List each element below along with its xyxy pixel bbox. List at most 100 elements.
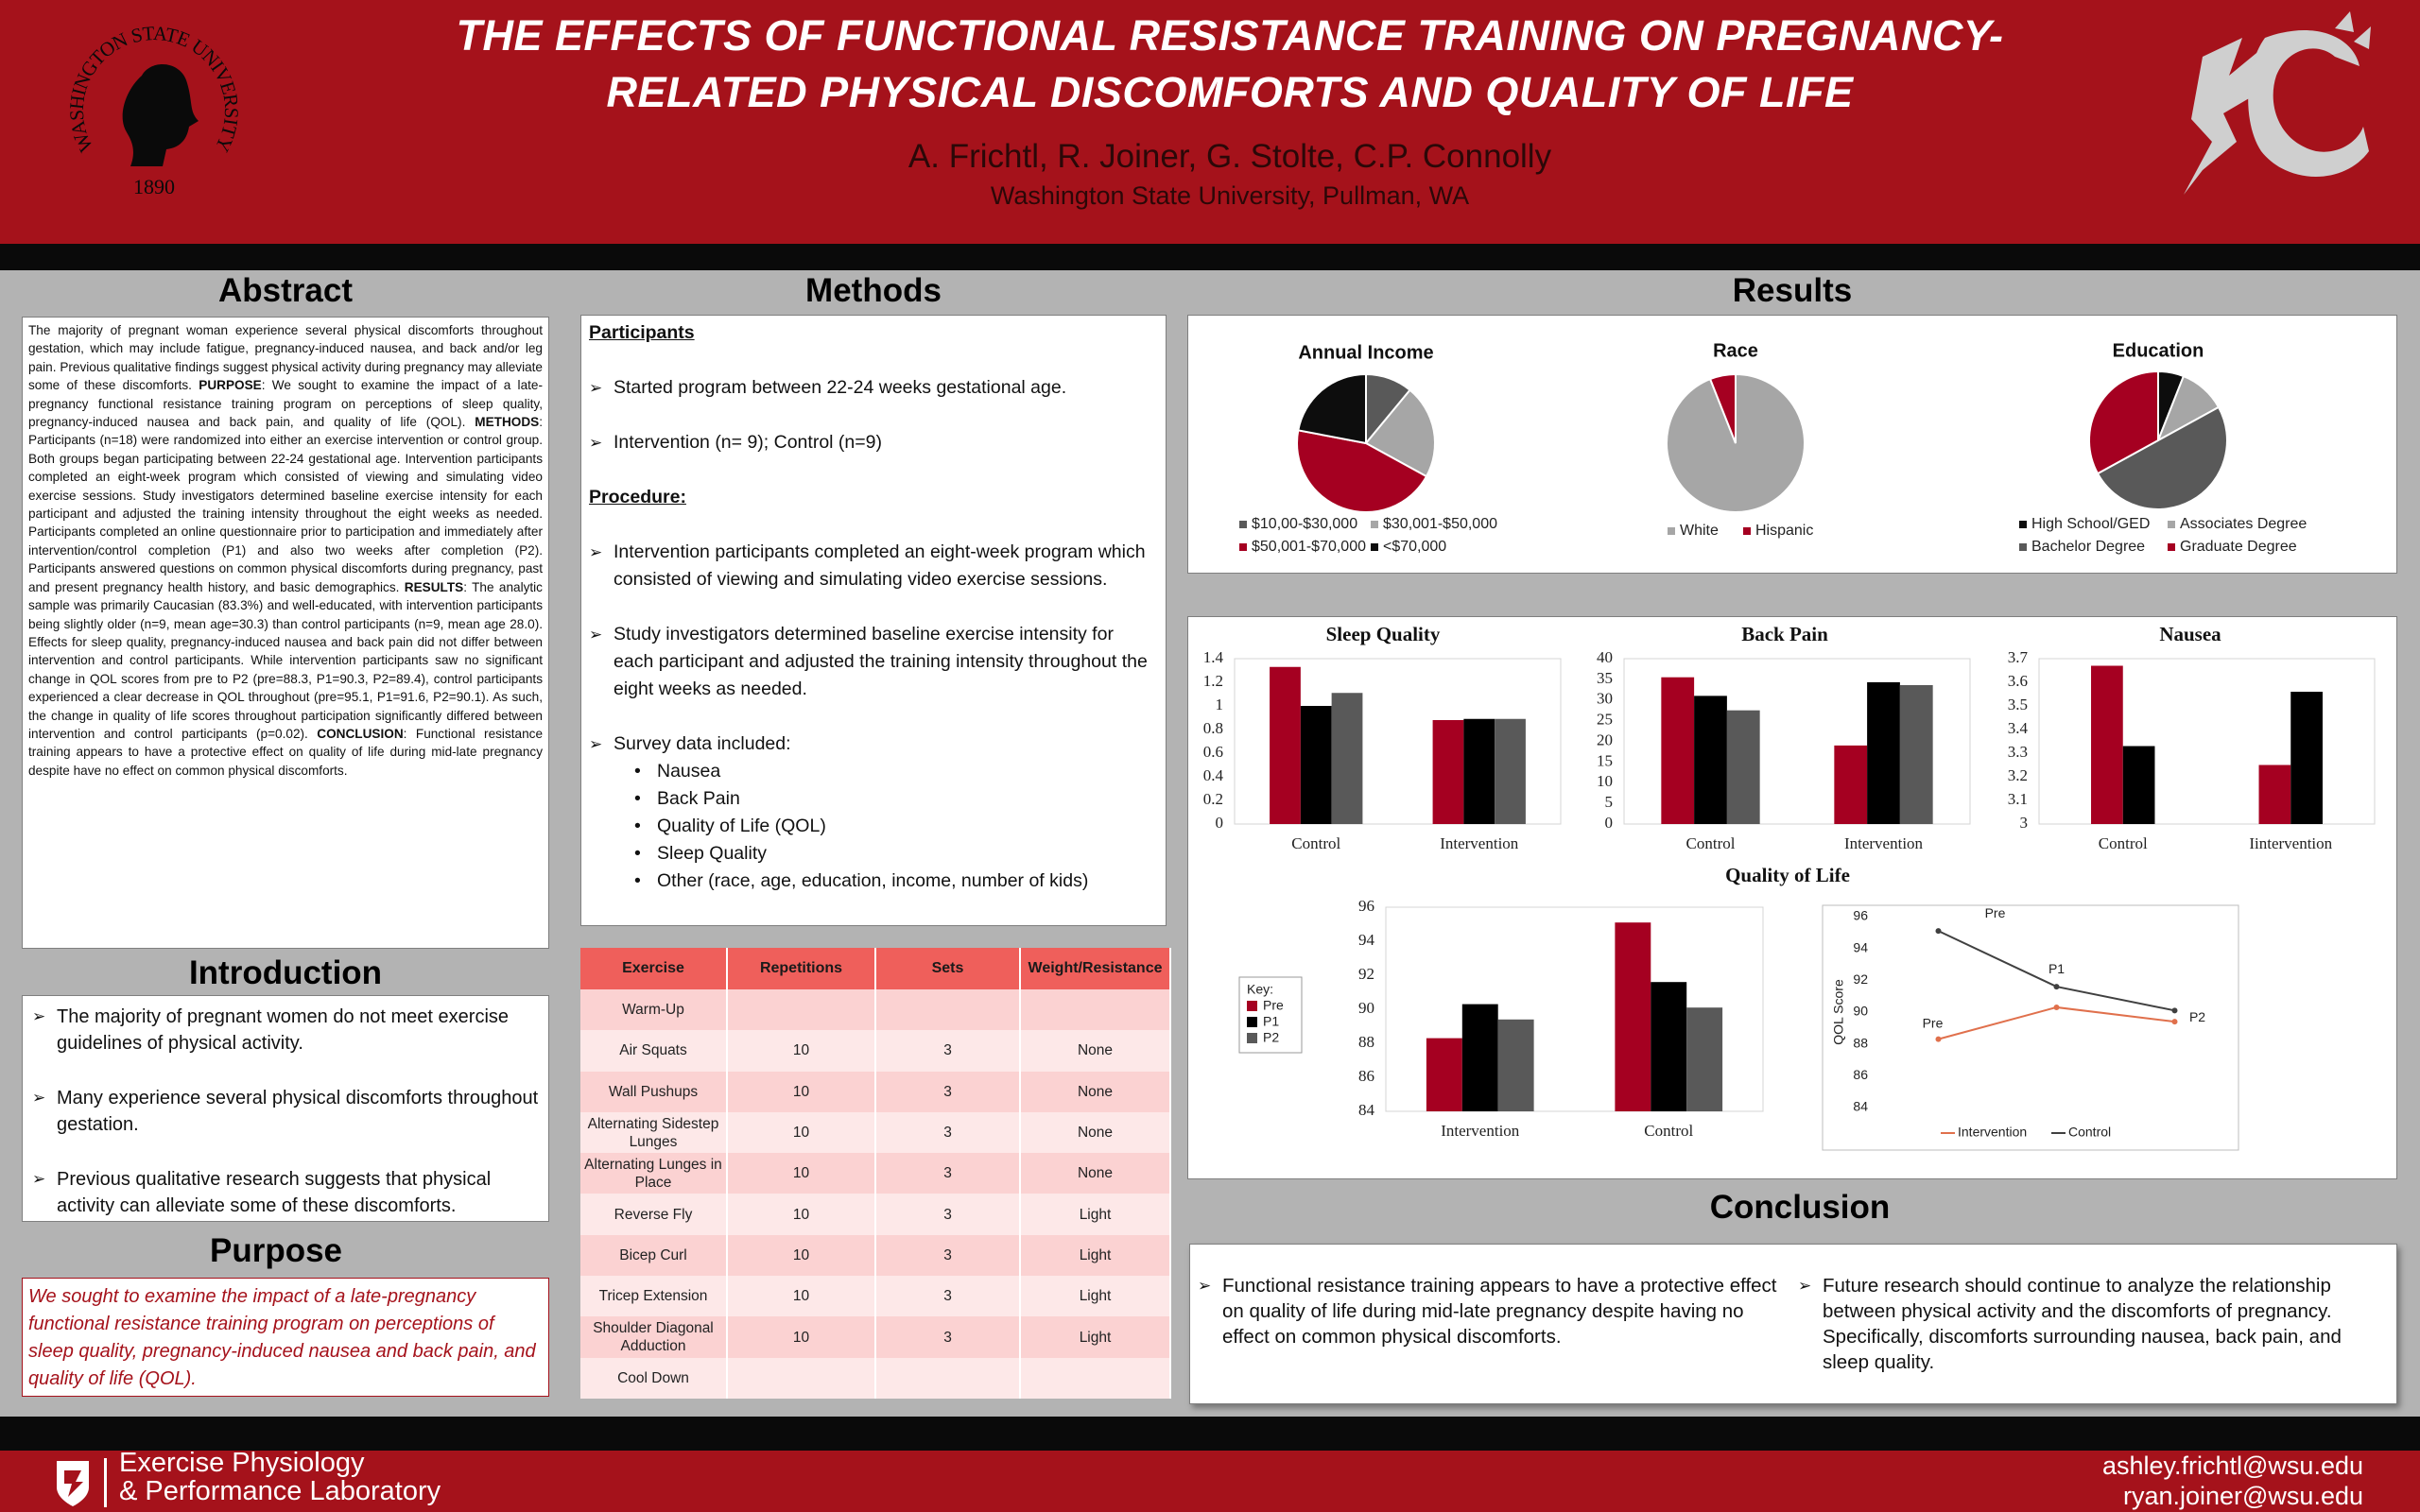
seal-year: 1890 bbox=[133, 175, 175, 198]
section-title: Introduction bbox=[188, 954, 383, 991]
table-cell: None bbox=[1020, 1071, 1171, 1112]
university-seal: WASHINGTON STATE UNIVERSITY 1890 bbox=[65, 22, 244, 198]
header-cell: Repetitions bbox=[727, 948, 876, 989]
bar bbox=[1270, 666, 1301, 824]
y-tick-label: 96 bbox=[1358, 897, 1374, 915]
y-tick-label: 3.7 bbox=[2008, 648, 2029, 666]
y-tick-label: 92 bbox=[1358, 965, 1374, 983]
abstract-box: The majority of pregnant woman experienc… bbox=[22, 317, 549, 949]
header-cell: Exercise bbox=[580, 948, 728, 989]
table-cell: 10 bbox=[727, 1111, 876, 1154]
header-cell: Sets bbox=[875, 948, 1021, 989]
bullet: Study investigators determined baseline … bbox=[589, 621, 1158, 703]
table-row: Wall Pushups 10 3 None bbox=[580, 1071, 1171, 1112]
legend-label: Graduate Degree bbox=[2180, 539, 2297, 555]
y-tick-label: 35 bbox=[1597, 669, 1613, 687]
y-tick-label: 0 bbox=[1605, 814, 1614, 832]
bar bbox=[1726, 710, 1760, 824]
section-title: Conclusion bbox=[1709, 1189, 1891, 1226]
y-tick-label: 10 bbox=[1597, 772, 1613, 790]
chart-title: Education bbox=[2113, 340, 2204, 361]
y-tick-label: 1.4 bbox=[1203, 648, 1224, 666]
bar bbox=[1461, 1004, 1498, 1111]
plot-area bbox=[1623, 658, 1971, 825]
lab-name: Exercise Physiology & Performance Labora… bbox=[119, 1449, 441, 1505]
table-row: Shoulder Diagonal Adduction 10 3 Light bbox=[580, 1316, 1171, 1358]
y-tick-label: 86 bbox=[1358, 1067, 1374, 1085]
authors: A. Frichtl, R. Joiner, G. Stolte, C.P. C… bbox=[908, 138, 1552, 175]
legend-swatch bbox=[1371, 543, 1378, 551]
legend-swatch bbox=[2019, 521, 2027, 528]
poster-title: RELATED PHYSICAL DISCOMFORTS AND QUALITY… bbox=[606, 68, 1854, 116]
abstract-text: : Functional resistance training appears… bbox=[28, 726, 544, 778]
table-cell: 3 bbox=[875, 1234, 1021, 1277]
introduction-box: The majority of pregnant women do not me… bbox=[22, 995, 549, 1222]
legend-label: Intervention bbox=[1958, 1125, 2027, 1140]
y-tick-label: 25 bbox=[1597, 711, 1613, 729]
bar bbox=[1694, 696, 1727, 824]
table-cell bbox=[1020, 989, 1171, 1031]
plot-area bbox=[1234, 658, 1562, 825]
abstract-label: RESULTS bbox=[404, 579, 464, 594]
pie-slice bbox=[1708, 372, 1737, 444]
x-tick-label: Control bbox=[1686, 834, 1736, 852]
legend-label: P1 bbox=[1263, 1014, 1279, 1029]
sub-bullet: Quality of Life (QOL) bbox=[589, 813, 1158, 840]
sub-bullet: Sleep Quality bbox=[589, 840, 1158, 868]
legend-label: $50,001-$70,000 bbox=[1252, 539, 1366, 555]
abstract-text: : Participants (n=18) were randomized in… bbox=[28, 415, 543, 594]
bar bbox=[1651, 982, 1687, 1111]
table-cell: Light bbox=[1020, 1194, 1171, 1235]
y-tick-label: 40 bbox=[1597, 648, 1613, 666]
legend-swatch bbox=[1371, 521, 1378, 528]
y-tick-label: 94 bbox=[1853, 939, 1868, 954]
legend-label: Pre bbox=[1263, 998, 1284, 1013]
legend-label: <$70,000 bbox=[1383, 539, 1446, 555]
y-tick-label: 84 bbox=[1358, 1101, 1375, 1119]
y-tick-label: 0.6 bbox=[1203, 743, 1223, 761]
legend-label: High School/GED bbox=[2031, 516, 2150, 532]
y-tick-label: 0.4 bbox=[1203, 766, 1224, 784]
bar bbox=[1615, 922, 1651, 1111]
y-tick-label: 3.2 bbox=[2008, 766, 2028, 784]
bullet: Started program between 22-24 weeks gest… bbox=[589, 374, 1158, 402]
x-tick-label: Intervention bbox=[1441, 1122, 1520, 1140]
legend-label: Associates Degree bbox=[2180, 516, 2307, 532]
bar bbox=[1867, 681, 1900, 824]
bar bbox=[2091, 665, 2123, 824]
y-tick-label: 0.8 bbox=[1203, 719, 1223, 737]
table-cell: 10 bbox=[727, 1234, 876, 1277]
y-tick-label: 3.3 bbox=[2008, 743, 2028, 761]
conclusion-box: Functional resistance training appears t… bbox=[1189, 1244, 2397, 1404]
footer-strip bbox=[0, 1417, 2420, 1451]
y-tick-label: 90 bbox=[1358, 999, 1374, 1017]
chart-title: Sleep Quality bbox=[1326, 623, 1441, 645]
abstract-label: METHODS bbox=[475, 415, 540, 430]
table-cell: Light bbox=[1020, 1276, 1171, 1317]
y-tick-label: 88 bbox=[1853, 1035, 1868, 1050]
legend-swatch bbox=[1239, 521, 1247, 528]
bullet: Survey data included: bbox=[589, 730, 1158, 758]
table-cell bbox=[727, 989, 876, 1031]
y-tick-label: 3.1 bbox=[2008, 790, 2028, 808]
legend-swatch bbox=[2168, 521, 2175, 528]
cougar-logo bbox=[2184, 11, 2371, 195]
chart-title: Nausea bbox=[2159, 623, 2221, 645]
table-cell: 3 bbox=[875, 1276, 1021, 1317]
bullet: Many experience several physical discomf… bbox=[32, 1085, 539, 1138]
x-tick-label: Intervention bbox=[1440, 834, 1519, 852]
y-tick-label: 96 bbox=[1853, 908, 1868, 923]
bullet: Previous qualitative research suggests t… bbox=[32, 1166, 539, 1219]
point-label: P1 bbox=[2048, 961, 2065, 976]
affiliation: Washington State University, Pullman, WA bbox=[990, 181, 1470, 210]
y-tick-label: 88 bbox=[1358, 1033, 1374, 1051]
table-cell: 3 bbox=[875, 1316, 1021, 1358]
pie-slice bbox=[1295, 429, 1428, 514]
bullet: Intervention (n= 9); Control (n=9) bbox=[589, 429, 1158, 456]
table-cell bbox=[875, 1357, 1021, 1399]
x-tick-label: Control bbox=[1291, 834, 1340, 852]
section-title: Methods bbox=[805, 272, 942, 309]
y-tick-label: 90 bbox=[1853, 1004, 1868, 1019]
footer-emblem bbox=[57, 1461, 89, 1506]
bullet: The majority of pregnant women do not me… bbox=[32, 1004, 539, 1057]
